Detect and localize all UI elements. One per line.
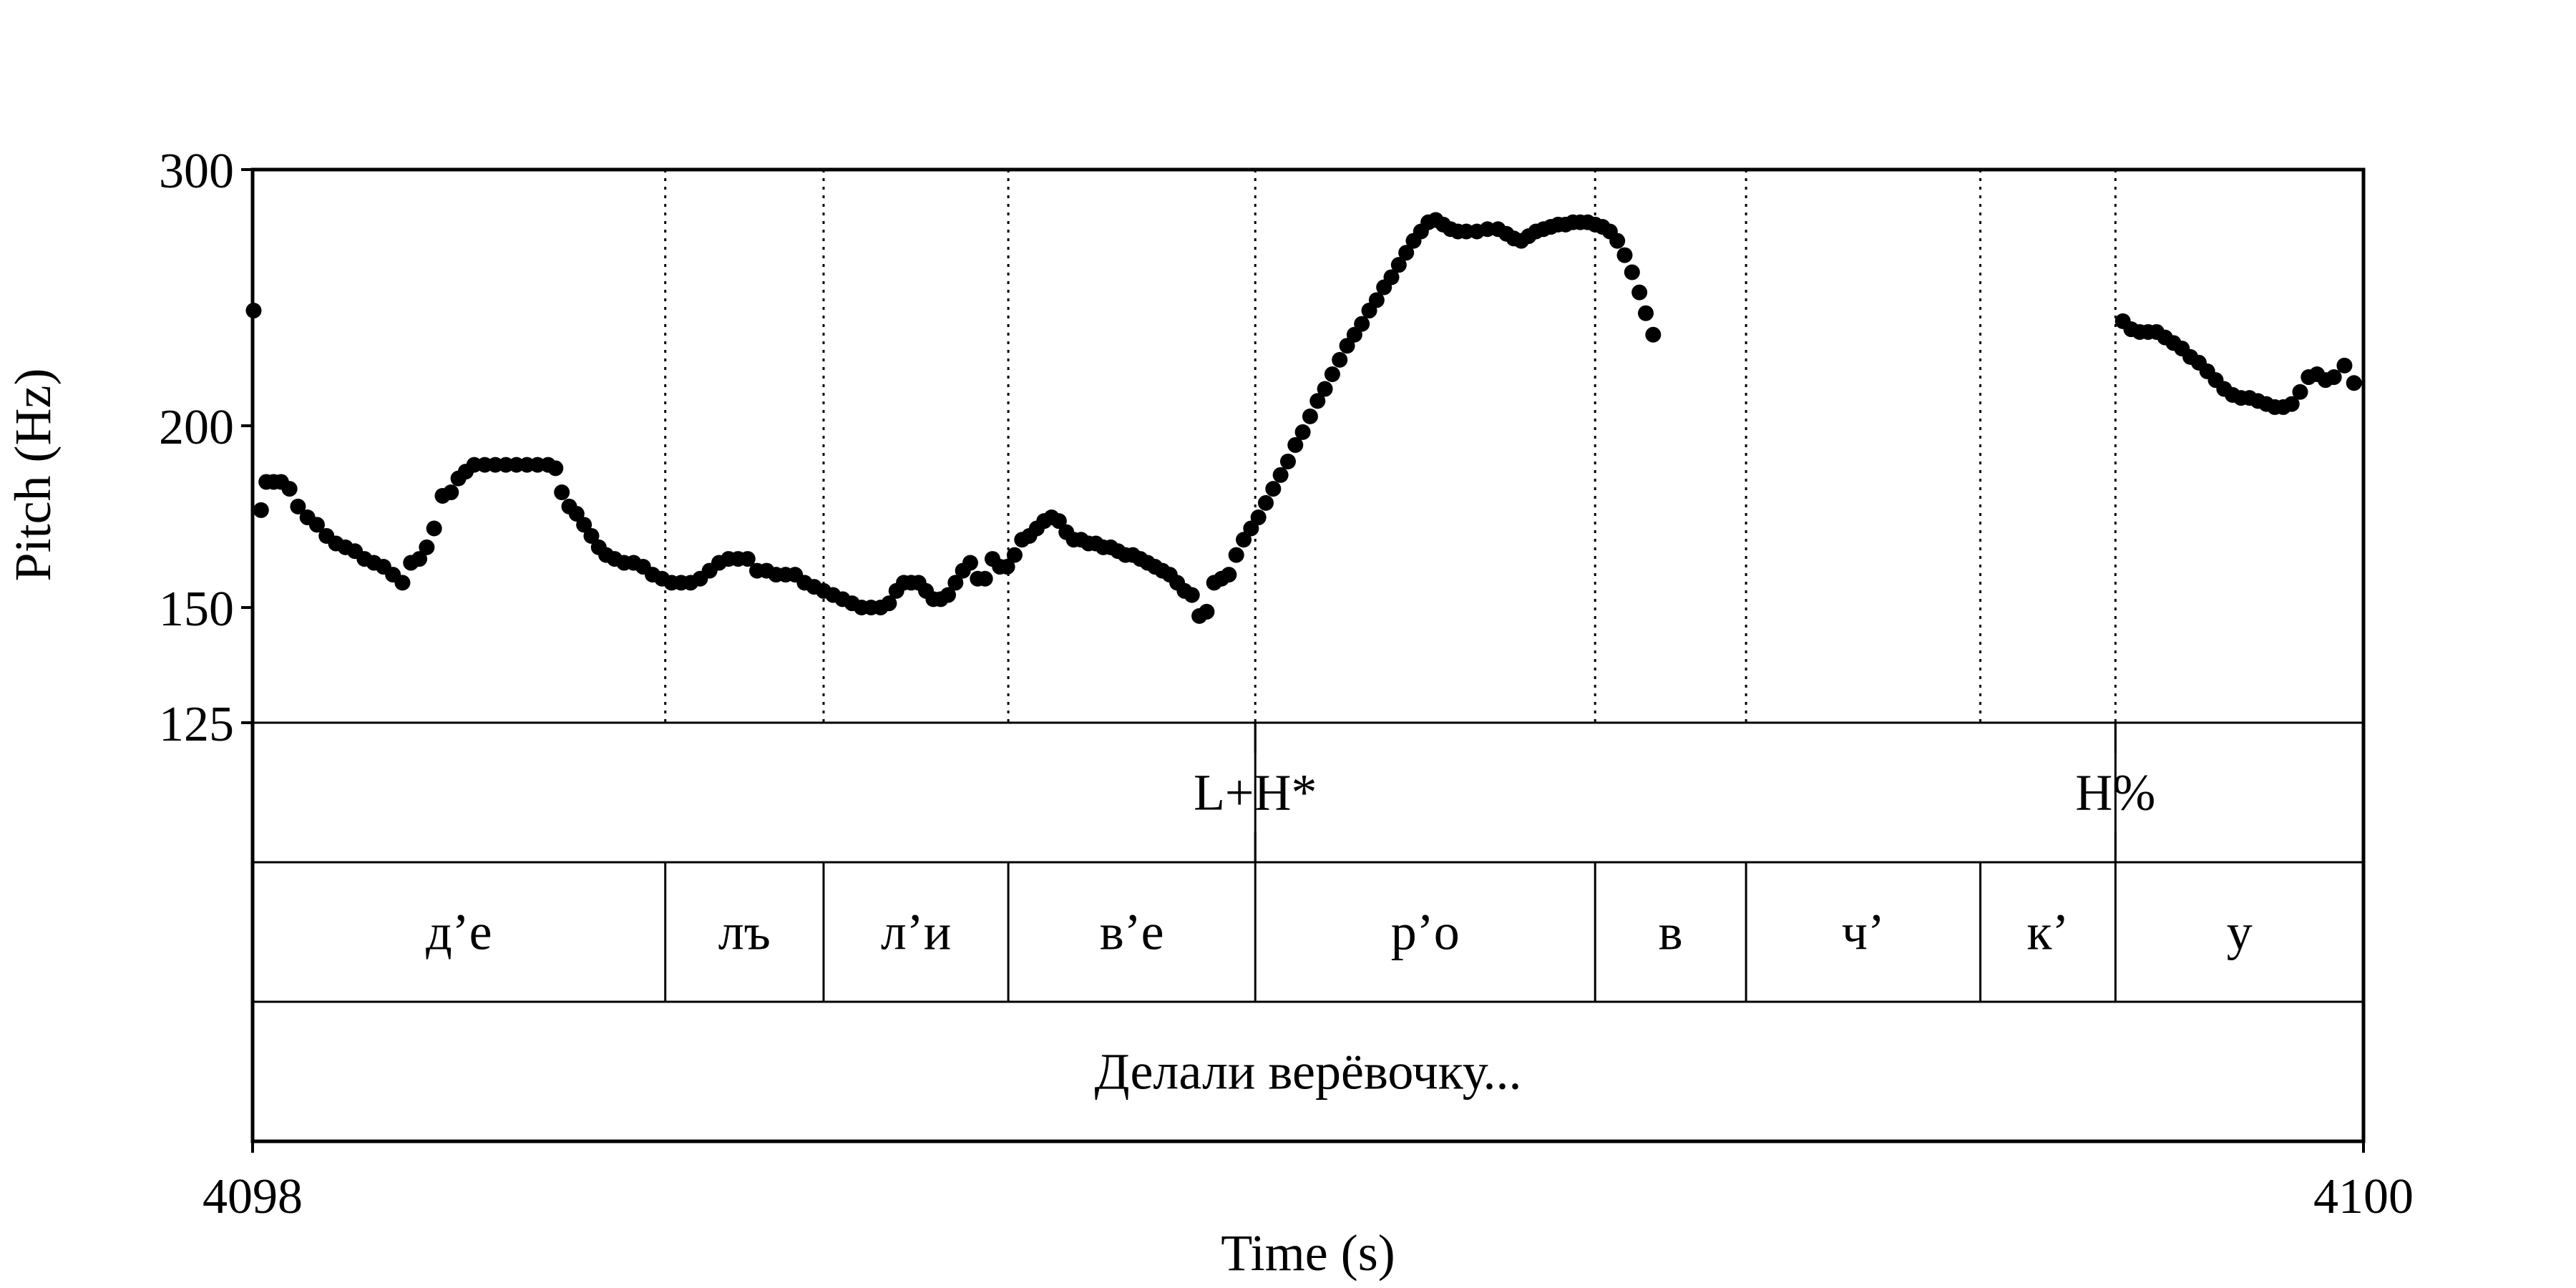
x-tick-label: 4098 bbox=[203, 1169, 303, 1224]
pitch-point bbox=[1339, 338, 1355, 354]
pitch-point bbox=[1638, 305, 1654, 321]
pitch-point bbox=[1631, 284, 1648, 301]
boundary-lines bbox=[664, 170, 2117, 723]
tier-syllables-label: в’е bbox=[1100, 904, 1164, 961]
pitch-point bbox=[1006, 547, 1023, 563]
pitch-point bbox=[2292, 384, 2308, 400]
pitch-point bbox=[1645, 326, 1662, 343]
tier-syllables-label: р’о bbox=[1391, 904, 1460, 961]
pitch-point bbox=[1184, 587, 1200, 603]
pitch-point bbox=[1258, 494, 1274, 511]
tone-point-label: H% bbox=[2075, 764, 2155, 821]
pitch-point bbox=[1250, 509, 1267, 526]
pitch-point bbox=[2326, 369, 2342, 386]
pitch-point bbox=[1287, 436, 1304, 453]
x-axis-title: Time (s) bbox=[1221, 1224, 1395, 1282]
pitch-point bbox=[1279, 453, 1296, 469]
pitch-point bbox=[1302, 408, 1318, 424]
pitch-point bbox=[1354, 316, 1370, 332]
pitch-point bbox=[999, 559, 1015, 575]
y-tick-label: 125 bbox=[159, 697, 234, 752]
pitch-point bbox=[1390, 257, 1407, 273]
y-tick-label: 200 bbox=[159, 400, 234, 455]
pitch-point bbox=[576, 517, 592, 533]
pitch-track bbox=[245, 212, 2362, 624]
annotation-tiers: L+H* H% д’е лъ л’и в’е р’о в ч’ к’ у Делали верёвоч… bbox=[253, 721, 2363, 1101]
pitch-point bbox=[1609, 233, 1626, 249]
tier-syllables-label: л’и bbox=[881, 904, 951, 961]
pitch-point bbox=[1332, 351, 1348, 368]
pitch-point bbox=[426, 520, 442, 537]
pitch-point bbox=[1050, 513, 1067, 530]
y-tick-label: 300 bbox=[159, 144, 234, 199]
pitch-point bbox=[1317, 381, 1333, 397]
pitch-point bbox=[1383, 269, 1400, 286]
pitch-point bbox=[1324, 366, 1340, 382]
pitch-point bbox=[2346, 375, 2362, 391]
pitch-point bbox=[443, 484, 459, 501]
pitch-point bbox=[2336, 357, 2353, 374]
pitch-point bbox=[947, 575, 964, 591]
pitch-point bbox=[1368, 292, 1385, 308]
pitch-point bbox=[1265, 481, 1282, 497]
pitch-point bbox=[411, 551, 428, 567]
tier-syllables-label: у bbox=[2227, 904, 2253, 961]
y-axis-title: Pitch (Hz) bbox=[4, 369, 62, 582]
tier-syllables-label: д’е bbox=[426, 904, 492, 961]
pitch-point bbox=[977, 570, 993, 587]
pitch-point bbox=[881, 595, 897, 612]
y-tick-label: 150 bbox=[159, 582, 234, 637]
pitch-point bbox=[739, 551, 756, 567]
pitch-point bbox=[1199, 603, 1215, 620]
pitch-point bbox=[1228, 547, 1244, 563]
tier-words-label: Делали верёвочку... bbox=[1094, 1043, 1521, 1101]
axis-labels: 300 200 150 125 4098 4100 bbox=[159, 144, 2414, 1224]
pitch-point bbox=[1398, 245, 1415, 261]
plot-border bbox=[250, 167, 2366, 1143]
tone-point-label: L+H* bbox=[1194, 764, 1317, 821]
pitch-point bbox=[308, 517, 325, 533]
pitch-point bbox=[1272, 467, 1289, 483]
pitch-point bbox=[253, 502, 269, 518]
pitch-point bbox=[1294, 424, 1311, 440]
pitch-point bbox=[1221, 567, 1237, 583]
pitch-point bbox=[940, 587, 957, 603]
pitch-point bbox=[583, 527, 600, 544]
pitch-point bbox=[1624, 264, 1640, 280]
pitch-point bbox=[1236, 532, 1252, 548]
pitch-point bbox=[2283, 396, 2300, 412]
x-tick-label: 4100 bbox=[2313, 1169, 2414, 1224]
pitch-point bbox=[1616, 247, 1633, 263]
pitch-point bbox=[1243, 520, 1259, 537]
pitch-point bbox=[1309, 393, 1326, 409]
tier-syllables-label: в bbox=[1659, 904, 1683, 961]
pitch-point bbox=[419, 539, 435, 555]
pitch-point bbox=[547, 460, 564, 477]
pitch-point bbox=[281, 481, 298, 497]
pitch-point bbox=[554, 484, 570, 501]
plot-frame bbox=[250, 167, 2366, 1143]
pitch-point bbox=[962, 555, 978, 571]
pitch-point bbox=[394, 575, 411, 591]
pitch-point bbox=[290, 498, 306, 514]
tier-syllables-label: ч’ bbox=[1842, 904, 1885, 961]
tier-syllables-label: к’ bbox=[2026, 904, 2069, 961]
tier-syllables-label: лъ bbox=[718, 904, 771, 961]
